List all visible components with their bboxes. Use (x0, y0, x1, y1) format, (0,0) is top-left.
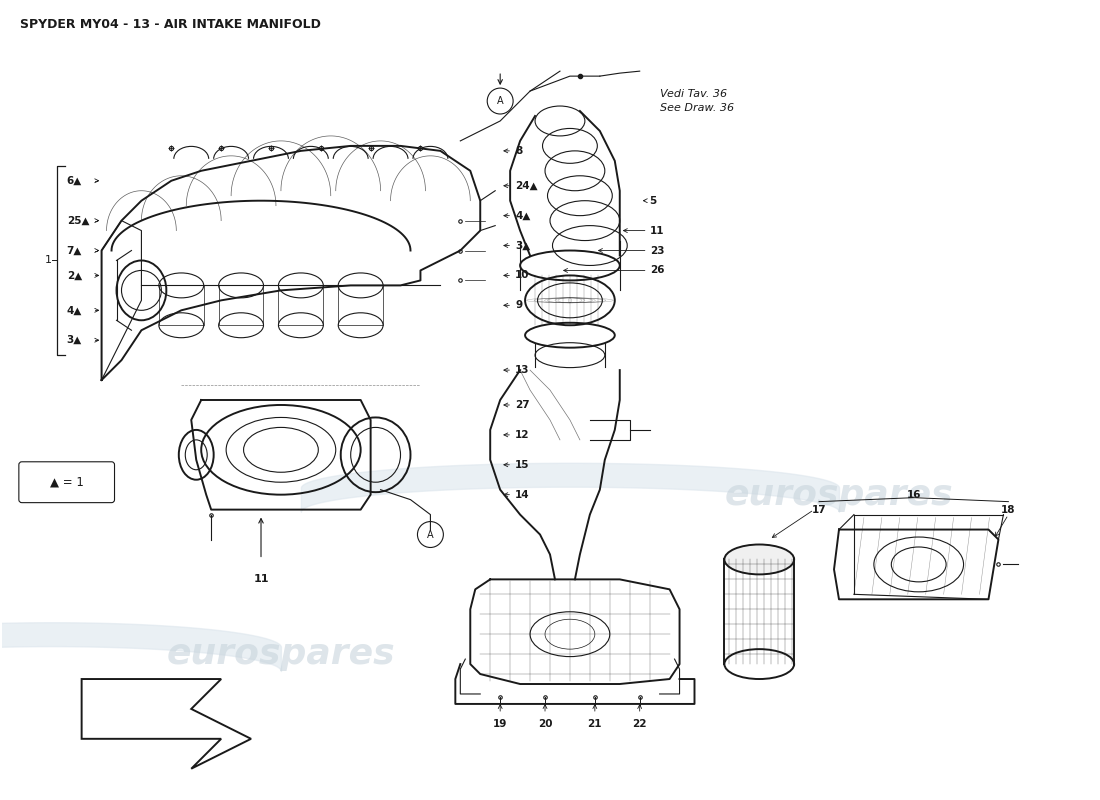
Text: 14: 14 (515, 490, 530, 500)
Text: 25▲: 25▲ (67, 216, 89, 226)
Text: 3▲: 3▲ (67, 335, 81, 346)
Text: 27: 27 (515, 400, 530, 410)
Text: 1: 1 (45, 255, 52, 266)
Text: eurospares: eurospares (725, 478, 954, 512)
Text: A: A (497, 96, 504, 106)
Polygon shape (81, 679, 251, 769)
Text: 11: 11 (253, 574, 268, 584)
Text: ▲ = 1: ▲ = 1 (50, 475, 84, 488)
Text: 20: 20 (538, 719, 552, 729)
Text: 3▲: 3▲ (515, 241, 530, 250)
Text: 17: 17 (812, 505, 826, 514)
Text: 15: 15 (515, 460, 529, 470)
Text: 26: 26 (650, 266, 664, 275)
Text: 6▲: 6▲ (67, 176, 81, 186)
Ellipse shape (725, 545, 794, 574)
Text: 2▲: 2▲ (67, 270, 81, 281)
Text: 10: 10 (515, 270, 529, 281)
Text: 5: 5 (650, 196, 657, 206)
Text: 12: 12 (515, 430, 529, 440)
Text: A: A (427, 530, 433, 539)
Text: SPYDER MY04 - 13 - AIR INTAKE MANIFOLD: SPYDER MY04 - 13 - AIR INTAKE MANIFOLD (20, 18, 321, 30)
Text: 19: 19 (493, 719, 507, 729)
Text: 7▲: 7▲ (67, 246, 82, 255)
Text: 22: 22 (632, 719, 647, 729)
Text: 11: 11 (650, 226, 664, 235)
Text: 8: 8 (515, 146, 522, 156)
Text: 4▲: 4▲ (515, 210, 530, 221)
Text: 16: 16 (906, 490, 921, 500)
FancyBboxPatch shape (19, 462, 114, 502)
Text: 24▲: 24▲ (515, 181, 538, 190)
Text: 9: 9 (515, 300, 522, 310)
Text: Vedi Tav. 36
See Draw. 36: Vedi Tav. 36 See Draw. 36 (660, 89, 734, 114)
Text: 21: 21 (587, 719, 602, 729)
Text: 4▲: 4▲ (67, 306, 82, 315)
Text: 13: 13 (515, 365, 529, 375)
Text: 18: 18 (1001, 505, 1015, 514)
Text: 23: 23 (650, 246, 664, 255)
Text: eurospares: eurospares (166, 637, 395, 671)
